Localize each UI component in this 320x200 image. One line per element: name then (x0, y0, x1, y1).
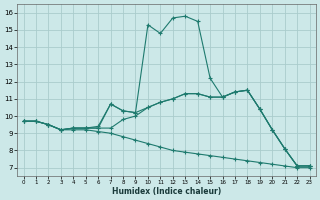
X-axis label: Humidex (Indice chaleur): Humidex (Indice chaleur) (112, 187, 221, 196)
